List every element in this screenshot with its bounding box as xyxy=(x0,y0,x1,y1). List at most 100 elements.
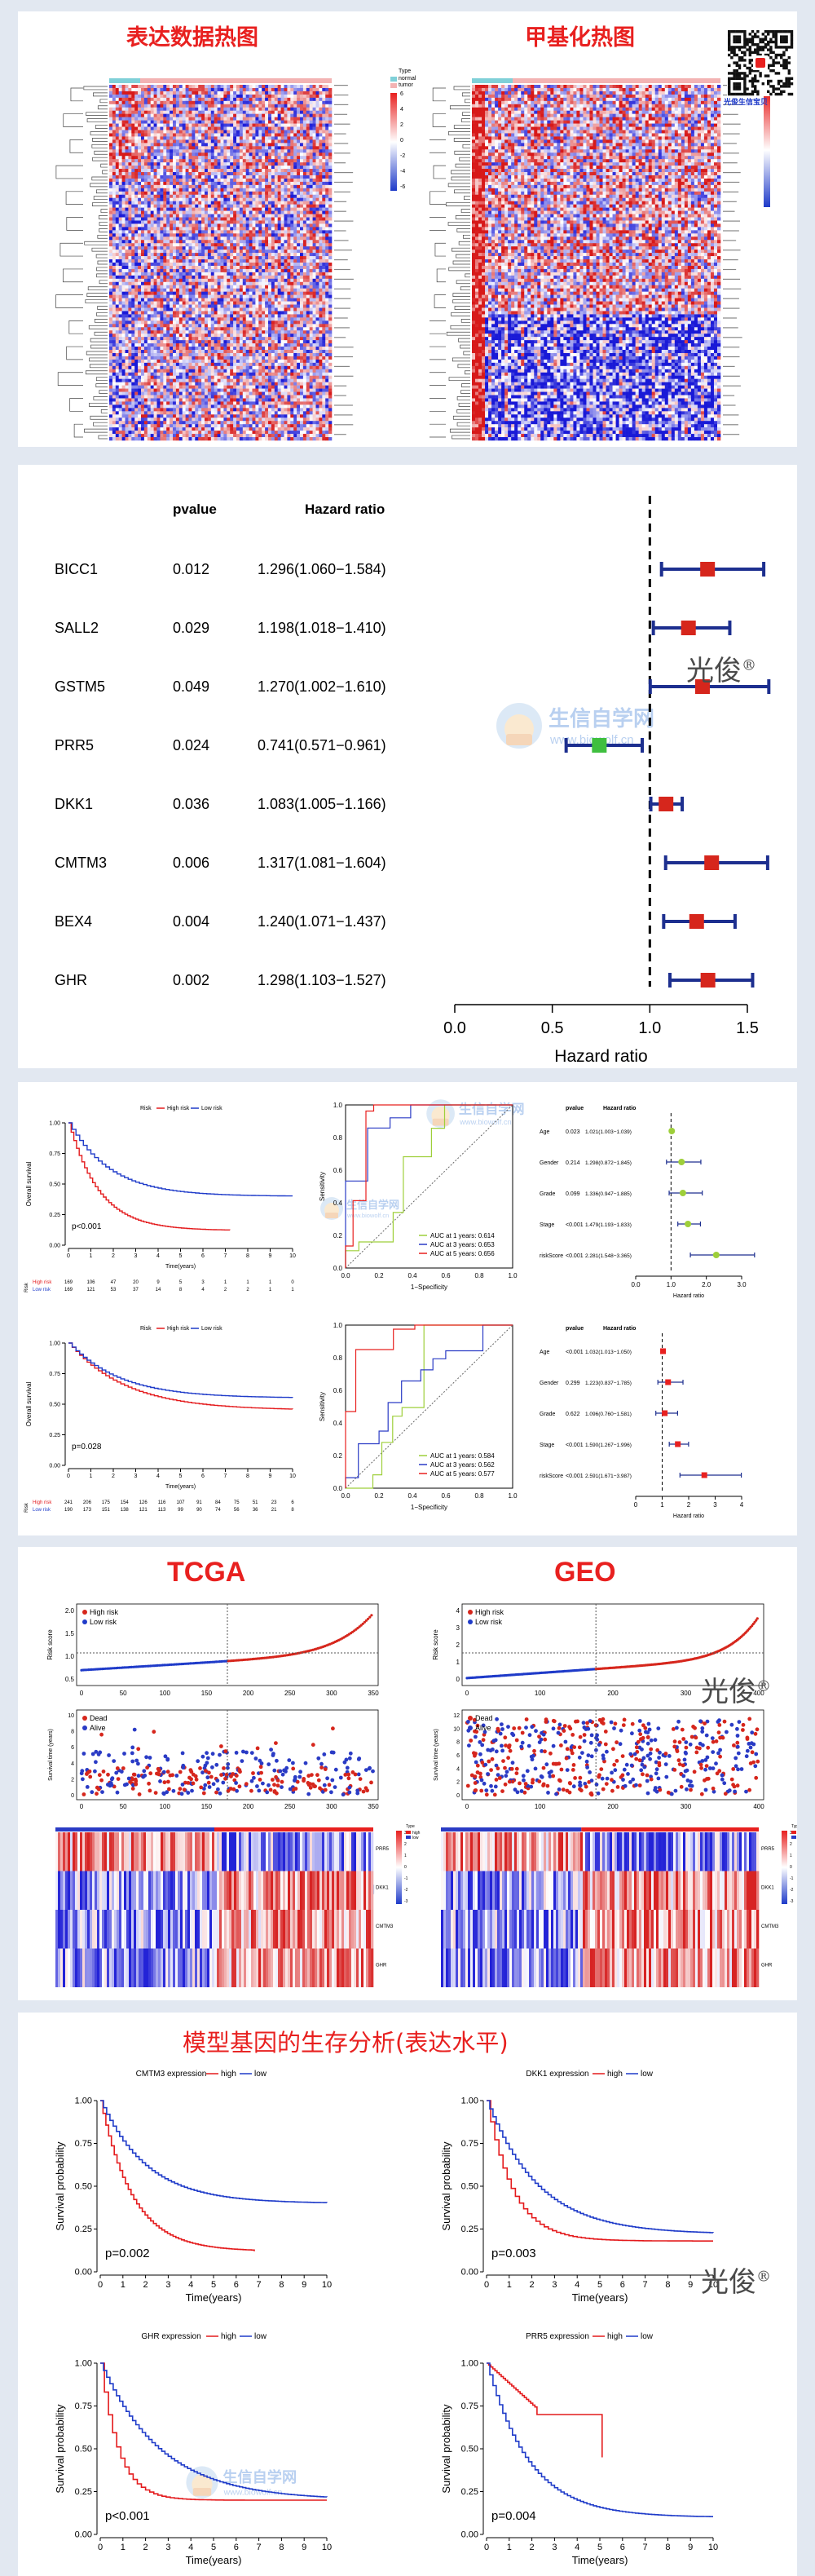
risk-table-high: High risk xyxy=(33,1500,52,1505)
x-tick: 1 xyxy=(90,1474,93,1479)
survival-point xyxy=(539,1737,544,1742)
survival-point xyxy=(165,1770,170,1774)
survival-point xyxy=(643,1725,648,1730)
survival-point xyxy=(689,1734,694,1739)
survival-point xyxy=(593,1723,598,1728)
small-forest-x-tick: 0.0 xyxy=(631,1281,641,1288)
risk-score-x-tick: 0 xyxy=(80,1690,84,1697)
survival-point xyxy=(600,1776,605,1781)
survival-point xyxy=(677,1740,682,1744)
survival-point xyxy=(748,1761,753,1765)
survival-x-tick: 250 xyxy=(284,1803,296,1810)
gene-row-label: CMTM3 xyxy=(376,1924,394,1929)
survival-point xyxy=(481,1723,486,1728)
survival-point xyxy=(646,1721,651,1726)
survival-point xyxy=(549,1770,553,1774)
survival-point xyxy=(319,1765,324,1770)
survival-point xyxy=(215,1778,220,1783)
qr-code xyxy=(727,29,794,96)
risk-table-cell: 169 xyxy=(64,1288,73,1292)
survival-point xyxy=(130,1759,135,1764)
x-tick: 7 xyxy=(257,2543,262,2552)
survival-point xyxy=(500,1789,504,1793)
survival-point xyxy=(599,1767,604,1771)
survival-point xyxy=(178,1770,183,1774)
x-tick: 8 xyxy=(665,2543,670,2552)
y-tick: 0.50 xyxy=(75,2445,92,2454)
y-tick: 0.50 xyxy=(49,1402,60,1407)
survival-point xyxy=(706,1745,711,1750)
survival-point xyxy=(620,1754,625,1758)
small-forest-point xyxy=(712,1252,720,1258)
survival-y-tick: 4 xyxy=(71,1761,74,1767)
survival-point xyxy=(226,1762,231,1766)
small-forest-p: 0.023 xyxy=(566,1129,580,1135)
x-tick: 4 xyxy=(188,2280,193,2290)
expression-gene-labels xyxy=(334,85,354,435)
survival-point xyxy=(747,1717,752,1721)
small-forest-x-label: Hazard ratio xyxy=(673,1293,704,1299)
km-y-label: Overall survival xyxy=(25,1381,33,1426)
survival-point xyxy=(272,1768,277,1773)
survival-point xyxy=(753,1764,758,1769)
survival-point xyxy=(711,1766,716,1770)
survival-point xyxy=(514,1771,519,1775)
roc-y-tick: 1.0 xyxy=(333,1102,343,1109)
survival-point xyxy=(293,1778,297,1783)
survival-point xyxy=(519,1744,524,1749)
survival-point xyxy=(754,1775,759,1780)
risk-score-x-tick: 400 xyxy=(753,1690,764,1697)
survival-point xyxy=(288,1787,293,1792)
gene-row-label: DKK1 xyxy=(761,1886,774,1891)
survival-point xyxy=(506,1756,510,1761)
forest-hr-text: 1.317(1.081−1.604) xyxy=(258,855,386,871)
survival-point xyxy=(703,1758,708,1762)
x-tick: 9 xyxy=(688,2543,693,2552)
roc-x-tick: 1.0 xyxy=(508,1492,518,1500)
survival-point xyxy=(583,1782,588,1786)
survival-point xyxy=(715,1771,720,1776)
risk-table-cell: 138 xyxy=(121,1508,130,1513)
survival-point xyxy=(612,1762,617,1767)
survival-point xyxy=(86,1770,91,1774)
survival-point xyxy=(95,1792,99,1796)
survival-point xyxy=(259,1770,263,1775)
km-curve xyxy=(68,1342,293,1398)
y-tick: 0.25 xyxy=(49,1433,60,1438)
survival-point xyxy=(237,1784,242,1789)
forest-hr-text: 1.298(1.103−1.527) xyxy=(258,972,386,988)
survival-point xyxy=(500,1748,504,1753)
survival-point xyxy=(134,1758,139,1763)
small-forest-p: 0.099 xyxy=(566,1191,580,1197)
survival-point xyxy=(255,1746,260,1751)
survival-point xyxy=(754,1752,759,1756)
survival-point xyxy=(570,1768,575,1772)
x-tick: 0 xyxy=(484,2543,489,2552)
small-forest-x-tick: 1 xyxy=(660,1501,664,1509)
survival-point xyxy=(734,1764,738,1769)
legend-type-label: Type xyxy=(399,68,412,74)
survival-point xyxy=(584,1759,589,1764)
risk-table-cell: 47 xyxy=(111,1280,117,1285)
survival-point xyxy=(530,1725,535,1730)
survival-point xyxy=(658,1787,663,1792)
survival-point xyxy=(487,1759,491,1764)
risk-table-cell: 91 xyxy=(196,1500,202,1505)
forest-x-tick: 1.0 xyxy=(638,1019,661,1037)
survival-point xyxy=(704,1733,709,1738)
survival-point xyxy=(589,1733,594,1738)
x-tick: 3 xyxy=(134,1474,138,1479)
survival-point xyxy=(703,1721,707,1725)
tcga-validation: Risk High risk Low risk Overall survival 1.0… xyxy=(24,1102,756,1299)
survival-point xyxy=(649,1738,654,1743)
survival-point xyxy=(142,1769,147,1774)
gene-km-pvalue: p=0.002 xyxy=(105,2247,150,2260)
small-forest-x-tick: 4 xyxy=(740,1501,744,1509)
survival-point xyxy=(663,1762,668,1766)
survival-point xyxy=(641,1723,645,1728)
survival-point xyxy=(355,1788,360,1793)
survival-point xyxy=(628,1752,633,1756)
survival-point xyxy=(119,1770,124,1774)
risk-score-point xyxy=(356,1627,359,1630)
survival-point xyxy=(720,1735,725,1740)
